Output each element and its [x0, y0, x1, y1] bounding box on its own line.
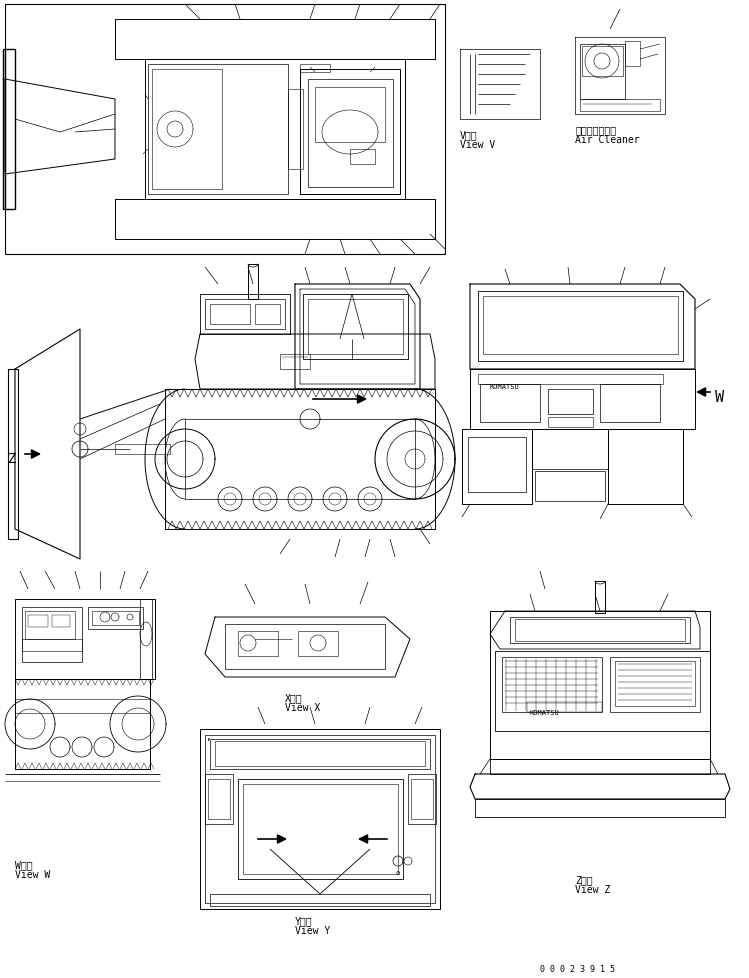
- Bar: [3, 50, 15, 210]
- Bar: [205, 735, 435, 903]
- Bar: [580, 100, 660, 111]
- Text: o: o: [395, 869, 399, 875]
- Text: W: W: [715, 389, 724, 405]
- Text: エアークリーナ: エアークリーナ: [575, 125, 616, 135]
- Bar: [478, 291, 683, 362]
- Bar: [215, 741, 425, 766]
- Bar: [28, 615, 48, 627]
- Bar: [25, 611, 75, 640]
- Bar: [115, 445, 170, 455]
- Text: Z: Z: [8, 452, 16, 466]
- Text: View Z: View Z: [575, 884, 610, 894]
- Bar: [495, 651, 710, 732]
- Bar: [600, 384, 660, 422]
- Bar: [608, 429, 683, 505]
- Text: Z　視: Z 視: [575, 874, 592, 884]
- Bar: [92, 611, 139, 625]
- Text: 0 0 0 2 3 9 1 5: 0 0 0 2 3 9 1 5: [540, 964, 615, 973]
- Bar: [548, 389, 593, 415]
- Bar: [532, 429, 608, 469]
- Bar: [308, 299, 403, 355]
- Bar: [238, 632, 278, 656]
- Text: V　視: V 視: [460, 130, 478, 140]
- Bar: [210, 739, 430, 770]
- Bar: [15, 699, 150, 713]
- Bar: [88, 607, 143, 630]
- Bar: [205, 775, 233, 824]
- Bar: [15, 600, 155, 680]
- Bar: [238, 779, 403, 879]
- Text: ,: ,: [205, 732, 211, 741]
- Text: W　視: W 視: [15, 859, 33, 869]
- Bar: [5, 5, 445, 254]
- Bar: [255, 305, 280, 325]
- Text: Air Cleaner: Air Cleaner: [575, 135, 640, 145]
- Text: View X: View X: [285, 702, 321, 712]
- Text: View Y: View Y: [295, 925, 330, 935]
- Bar: [205, 299, 285, 330]
- Bar: [625, 42, 640, 67]
- Bar: [243, 784, 398, 874]
- Bar: [515, 619, 685, 642]
- Bar: [152, 70, 222, 190]
- Bar: [350, 150, 375, 165]
- Bar: [140, 600, 152, 680]
- Bar: [308, 80, 393, 188]
- Text: View V: View V: [460, 140, 495, 150]
- Bar: [248, 265, 258, 299]
- Bar: [210, 894, 430, 906]
- Bar: [22, 640, 82, 651]
- Text: X　視: X 視: [285, 692, 303, 702]
- Text: KOMATSU: KOMATSU: [490, 383, 520, 389]
- Bar: [610, 657, 700, 712]
- Bar: [615, 661, 695, 706]
- Bar: [210, 305, 250, 325]
- Bar: [52, 615, 70, 627]
- Bar: [462, 429, 532, 505]
- Bar: [548, 418, 593, 427]
- Bar: [208, 779, 230, 820]
- Bar: [582, 47, 623, 77]
- Bar: [298, 632, 338, 656]
- Bar: [8, 370, 18, 540]
- Bar: [595, 581, 605, 613]
- Bar: [480, 384, 540, 422]
- Bar: [478, 375, 663, 384]
- Bar: [470, 370, 695, 429]
- Bar: [502, 657, 602, 712]
- Bar: [490, 759, 710, 775]
- Bar: [483, 296, 678, 355]
- Text: Y　視: Y 視: [295, 915, 312, 925]
- Bar: [288, 90, 303, 170]
- Bar: [535, 471, 605, 502]
- Bar: [22, 607, 82, 662]
- Text: KOMATSU: KOMATSU: [530, 709, 560, 715]
- Bar: [408, 775, 436, 824]
- Bar: [315, 88, 385, 143]
- Bar: [475, 799, 725, 818]
- Bar: [280, 355, 310, 370]
- Bar: [527, 702, 602, 712]
- Bar: [300, 65, 330, 73]
- Bar: [303, 294, 408, 360]
- Bar: [468, 437, 526, 493]
- Bar: [148, 65, 288, 195]
- Text: View W: View W: [15, 869, 50, 879]
- Bar: [225, 624, 385, 669]
- Bar: [580, 45, 625, 100]
- Bar: [411, 779, 433, 820]
- Bar: [510, 617, 690, 644]
